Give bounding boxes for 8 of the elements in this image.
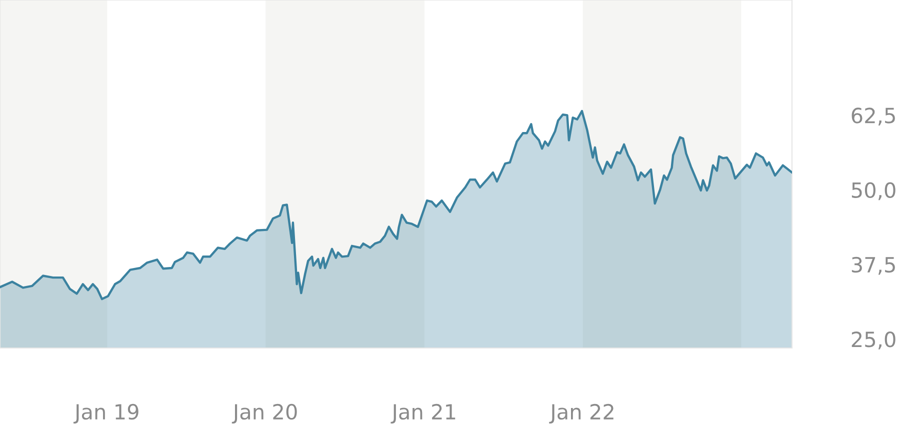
x-tick-label: Jan 21 bbox=[390, 404, 456, 424]
x-tick-label: Jan 20 bbox=[232, 404, 297, 424]
y-tick-label: 50,0 bbox=[852, 182, 896, 200]
y-tick-label: 62,5 bbox=[852, 108, 895, 126]
x-tick-label: Jan 19 bbox=[73, 404, 138, 424]
y-tick-label: 25,0 bbox=[852, 332, 896, 350]
y-tick-label: 37,5 bbox=[852, 256, 895, 275]
x-tick-label: Jan 22 bbox=[549, 404, 614, 424]
